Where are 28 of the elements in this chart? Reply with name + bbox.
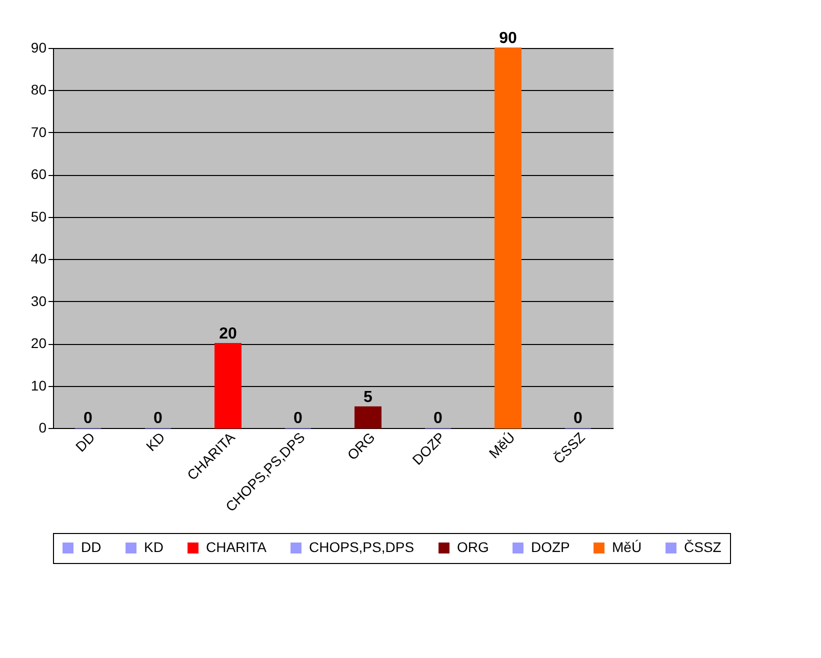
y-tick-label: 10 xyxy=(30,377,47,394)
data-label: 5 xyxy=(364,388,373,406)
y-tick-label: 40 xyxy=(30,250,47,267)
data-label: 0 xyxy=(294,410,303,427)
y-tick-label: 50 xyxy=(30,208,47,224)
legend-label: ORG xyxy=(457,539,489,555)
legend-label: DD xyxy=(81,539,102,555)
legend-label: ČSSZ xyxy=(684,539,722,555)
y-tick-label: 60 xyxy=(30,166,47,182)
data-label: 0 xyxy=(84,410,93,427)
data-label: 0 xyxy=(434,410,443,427)
legend-label: KD xyxy=(144,539,164,555)
y-tick-label: 80 xyxy=(30,82,47,98)
data-label: 0 xyxy=(574,410,583,427)
y-tick-label: 30 xyxy=(30,292,47,309)
data-label: 20 xyxy=(219,326,237,343)
data-label: 90 xyxy=(499,30,517,47)
y-tick-label: 20 xyxy=(30,335,47,352)
legend-label: MěÚ xyxy=(612,539,642,555)
legend-label: CHOPS,PS,DPS xyxy=(309,539,414,555)
legend-label: CHARITA xyxy=(206,539,268,555)
x-tick-label: DD xyxy=(72,429,98,455)
x-tick-label: KD xyxy=(142,429,168,454)
data-label: 0 xyxy=(154,410,163,427)
y-tick-label: 70 xyxy=(30,124,47,140)
y-tick-label: 0 xyxy=(38,420,47,436)
legend-label: DOZP xyxy=(531,539,570,555)
y-tick-label: 90 xyxy=(30,40,47,56)
